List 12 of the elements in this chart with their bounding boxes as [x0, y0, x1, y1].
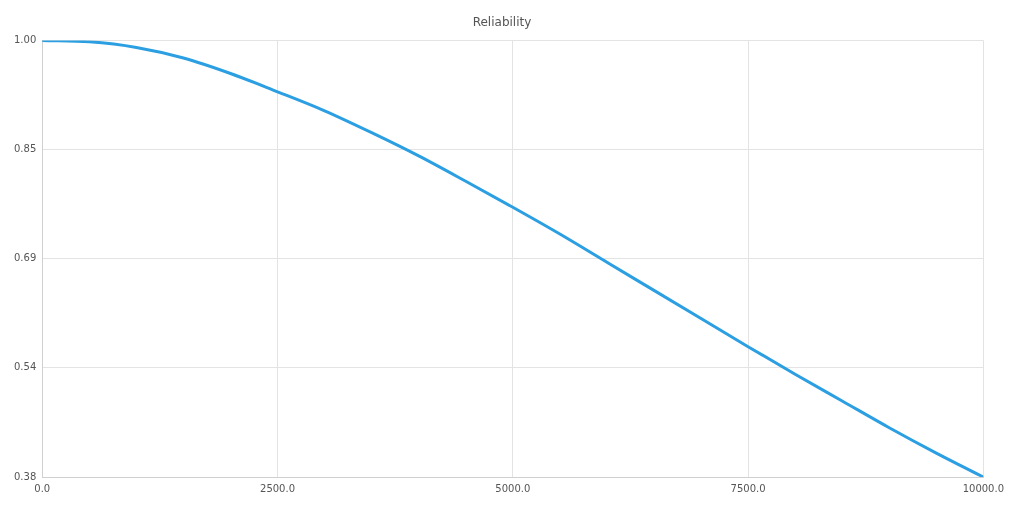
x-tick-label: 7500.0	[730, 482, 766, 494]
y-tick-label: 0.69	[14, 252, 37, 264]
y-tick-label: 0.54	[14, 361, 37, 373]
x-tick-label: 10000.0	[962, 482, 1004, 494]
line-series	[42, 40, 984, 477]
y-tick-label: 1.00	[14, 33, 37, 45]
y-tick-label: 0.38	[14, 470, 37, 482]
x-tick-label: 2500.0	[260, 482, 296, 494]
x-tick-label: 0.0	[34, 482, 51, 494]
chart-title: Reliability	[472, 15, 532, 30]
y-tick-label: 0.85	[14, 143, 37, 155]
x-tick-label: 5000.0	[495, 482, 531, 494]
